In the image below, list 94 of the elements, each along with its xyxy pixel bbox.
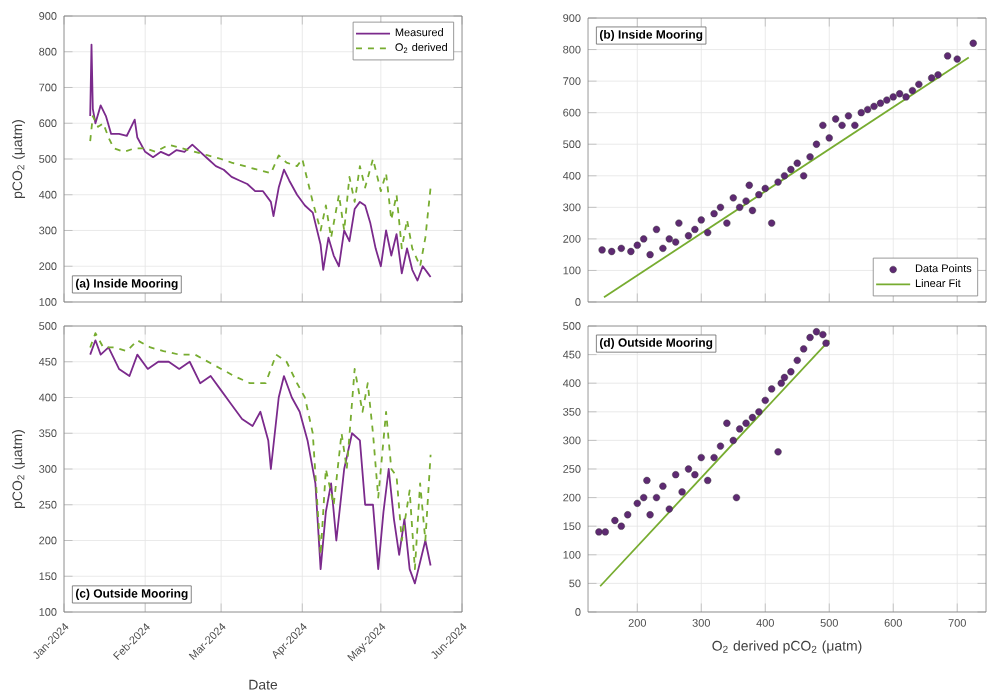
point — [761, 396, 769, 404]
point — [697, 216, 705, 224]
point — [608, 247, 616, 256]
point — [601, 528, 609, 536]
point — [755, 408, 763, 416]
point — [595, 528, 603, 536]
point — [787, 368, 795, 376]
point — [755, 191, 763, 199]
point — [678, 488, 686, 496]
point — [768, 219, 776, 227]
point — [870, 102, 878, 110]
point — [732, 494, 741, 502]
point — [787, 165, 795, 174]
point — [736, 203, 744, 211]
point — [723, 219, 731, 227]
point — [793, 159, 801, 167]
point — [768, 385, 776, 393]
point — [716, 442, 725, 450]
point — [617, 244, 625, 252]
point — [934, 71, 942, 79]
point — [774, 448, 782, 456]
point — [640, 494, 648, 502]
point — [704, 228, 712, 237]
point — [640, 235, 648, 243]
point — [825, 134, 833, 142]
point — [889, 93, 897, 101]
point — [902, 93, 910, 101]
point — [780, 172, 789, 180]
point — [777, 379, 785, 387]
point — [908, 86, 917, 95]
point — [691, 225, 699, 234]
point — [684, 465, 693, 473]
point — [659, 482, 667, 490]
point — [838, 121, 846, 129]
point — [748, 206, 757, 215]
point — [710, 210, 718, 218]
point — [742, 419, 750, 427]
point — [915, 80, 923, 88]
point — [774, 178, 782, 186]
point — [864, 105, 872, 114]
point — [883, 96, 891, 104]
point — [659, 244, 667, 252]
point — [672, 471, 680, 479]
point — [851, 121, 859, 129]
point — [652, 225, 661, 234]
point — [704, 476, 712, 485]
point — [675, 219, 683, 227]
point — [822, 339, 830, 347]
point — [812, 328, 821, 336]
point — [617, 522, 625, 530]
point — [684, 232, 693, 240]
point — [819, 121, 827, 129]
point — [832, 115, 840, 123]
point — [633, 499, 641, 507]
point — [761, 184, 769, 192]
point — [928, 74, 936, 82]
point — [652, 494, 661, 502]
point — [611, 516, 619, 525]
point — [627, 247, 635, 256]
point — [624, 511, 632, 519]
point — [819, 330, 827, 339]
point — [806, 153, 814, 161]
point — [969, 39, 977, 47]
point — [723, 419, 731, 427]
point — [745, 181, 753, 189]
point — [793, 356, 801, 364]
point — [780, 373, 789, 382]
point — [742, 197, 750, 205]
point — [944, 52, 952, 60]
point — [729, 436, 737, 444]
point — [736, 425, 744, 433]
point — [665, 505, 673, 513]
point — [800, 172, 808, 180]
point — [643, 476, 651, 485]
point — [748, 413, 757, 422]
point — [672, 238, 680, 246]
point — [710, 453, 718, 462]
point — [633, 241, 641, 249]
point — [729, 194, 737, 202]
point — [953, 55, 961, 63]
point — [646, 511, 654, 519]
point — [800, 345, 808, 353]
point — [857, 109, 865, 117]
point — [806, 333, 814, 342]
point — [691, 471, 699, 479]
point — [812, 140, 821, 148]
point — [697, 453, 705, 462]
point — [876, 99, 885, 107]
point — [598, 246, 606, 254]
point — [665, 235, 673, 243]
point — [716, 203, 725, 211]
point — [844, 112, 853, 120]
point — [646, 251, 654, 259]
point — [896, 90, 904, 98]
